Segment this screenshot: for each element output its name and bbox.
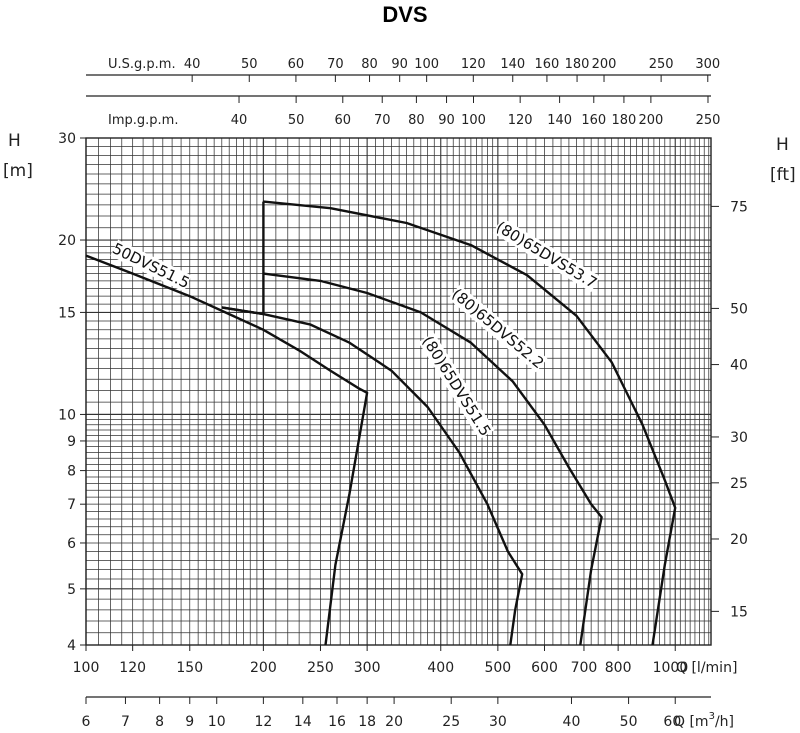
- imp-gpm-tick-label: 120: [508, 113, 533, 128]
- us-gpm-tick-label: 70: [327, 57, 344, 72]
- q-m3h-tick-label: 16: [328, 714, 346, 730]
- chart-title: DVS: [382, 2, 427, 27]
- curve-(80)65DVS51.5: [221, 306, 524, 646]
- us-gpm-tick-label: 200: [592, 57, 617, 72]
- q-m3h-tick-label: 50: [620, 714, 638, 730]
- imp-gpm-tick-label: 140: [547, 113, 572, 128]
- curve-label-background: [448, 284, 548, 373]
- right-tick-label: 40: [730, 358, 748, 374]
- right-head-axis: 15 20 25 30 40 50 75: [711, 199, 748, 620]
- q-m3h-tick-label: 10: [208, 714, 226, 730]
- left-tick-label: 7: [67, 497, 76, 513]
- right-tick-label: 25: [730, 476, 748, 492]
- us-gpm-tick-label: 90: [391, 57, 408, 72]
- right-tick-label: 20: [730, 532, 748, 548]
- us-gpm-axis-label: U.S.g.p.m.: [108, 57, 176, 72]
- right-axis-unit-label: [ft]: [770, 165, 796, 185]
- left-tick-label: 6: [67, 536, 76, 552]
- curve-(80)65DVS52.2: [263, 272, 603, 646]
- us-gpm-tick-label: 40: [184, 57, 201, 72]
- q-m3h-tick-label: 60: [663, 714, 681, 730]
- imp-gpm-tick-label: 50: [288, 113, 305, 128]
- curve-label-background: [110, 239, 192, 292]
- us-gpm-tick-label: 60: [288, 57, 305, 72]
- us-gpm-tick-label: 80: [361, 57, 378, 72]
- left-tick-label: 5: [67, 582, 76, 598]
- imp-gpm-tick-label: 100: [461, 113, 486, 128]
- left-tick-label: 15: [58, 305, 76, 321]
- left-axis-h-label: H: [8, 131, 21, 151]
- q-m3h-tick-label: 18: [358, 714, 376, 730]
- us-gpm-tick-label: 100: [414, 57, 439, 72]
- q-m3h-tick-label: 8: [155, 714, 164, 730]
- right-tick-label: 15: [730, 604, 748, 620]
- us-gpm-tick-label: 120: [461, 57, 486, 72]
- q-m3h-tick-label: 9: [185, 714, 194, 730]
- top-axes: U.S.g.p.m. Imp.g.p.m. 40 50 60 70 80 90 100 120…: [86, 57, 720, 128]
- left-tick-label: 30: [58, 131, 76, 147]
- right-tick-label: 50: [730, 301, 748, 317]
- imp-gpm-tick-label: 250: [696, 113, 721, 128]
- imp-gpm-tick-label: 40: [231, 113, 248, 128]
- imp-gpm-tick-label: 200: [638, 113, 663, 128]
- left-axis-unit-label: [m]: [3, 161, 33, 181]
- left-tick-label: 20: [58, 233, 76, 249]
- curve-label-background: [418, 332, 495, 440]
- q-m3h-tick-label: 7: [121, 714, 130, 730]
- q-lmin-tick-label: 500: [484, 660, 511, 676]
- left-tick-label: 4: [67, 638, 76, 654]
- q-m3h-tick-label: 25: [442, 714, 460, 730]
- left-tick-label: 8: [67, 464, 76, 480]
- curve-label: (80)65DVS51.5: [419, 333, 495, 440]
- right-axis-h-label: H: [776, 135, 789, 155]
- q-m3h-tick-label: 20: [385, 714, 403, 730]
- q-lmin-tick-label: 250: [307, 660, 334, 676]
- curve-label-background: [492, 217, 601, 293]
- q-m3h-axis-label: Q [m3/h]: [674, 711, 734, 730]
- q-m3h-tick-label: 40: [563, 714, 581, 730]
- q-lmin-tick-label: 1000: [653, 660, 689, 676]
- plot-frame: [85, 137, 712, 646]
- left-head-axis: 4 5 6 7 8 9 10 15 20 30: [58, 131, 86, 654]
- q-lmin-tick-label: 700: [571, 660, 598, 676]
- imp-gpm-tick-label: 70: [374, 113, 391, 128]
- chart-grid: [85, 137, 712, 646]
- imp-gpm-tick-label: 160: [581, 113, 606, 128]
- us-gpm-tick-label: 50: [241, 57, 258, 72]
- q-lmin-tick-label: 200: [250, 660, 277, 676]
- q-lmin-tick-label: 800: [605, 660, 632, 676]
- left-tick-label: 9: [67, 434, 76, 450]
- us-gpm-tick-label: 250: [649, 57, 674, 72]
- q-lmin-tick-label: 400: [427, 660, 454, 676]
- q-m3h-tick-label: 6: [82, 714, 91, 730]
- q-m3h-tick-label: 14: [294, 714, 312, 730]
- curve-(80)65DVS53.7: [263, 200, 677, 646]
- imp-gpm-tick-label: 80: [408, 113, 425, 128]
- q-lmin-tick-label: 120: [119, 660, 146, 676]
- q-m3h-tick-label: 12: [254, 714, 272, 730]
- imp-gpm-tick-label: 90: [438, 113, 455, 128]
- imp-gpm-axis-label: Imp.g.p.m.: [108, 113, 178, 128]
- us-gpm-tick-label: 180: [565, 57, 590, 72]
- curve-50DVS51.5: [85, 254, 369, 646]
- us-gpm-tick-label: 160: [535, 57, 560, 72]
- left-tick-label: 10: [58, 407, 76, 423]
- pump-curves: 50DVS51.5(80)65DVS51.5(80)65DVS52.2(80)6…: [85, 200, 677, 646]
- us-gpm-tick-label: 300: [695, 57, 720, 72]
- q-lmin-axis-label: Q [l/min]: [676, 660, 737, 676]
- q-lmin-tick-label: 600: [531, 660, 558, 676]
- q-lmin-tick-label: 100: [73, 660, 100, 676]
- us-gpm-tick-label: 140: [500, 57, 525, 72]
- q-lmin-tick-label: 150: [176, 660, 203, 676]
- imp-gpm-tick-label: 180: [612, 113, 637, 128]
- right-tick-label: 75: [730, 199, 748, 215]
- imp-gpm-tick-label: 60: [335, 113, 352, 128]
- q-m3h-tick-label: 30: [489, 714, 507, 730]
- right-tick-label: 30: [730, 430, 748, 446]
- q-lmin-tick-label: 300: [354, 660, 381, 676]
